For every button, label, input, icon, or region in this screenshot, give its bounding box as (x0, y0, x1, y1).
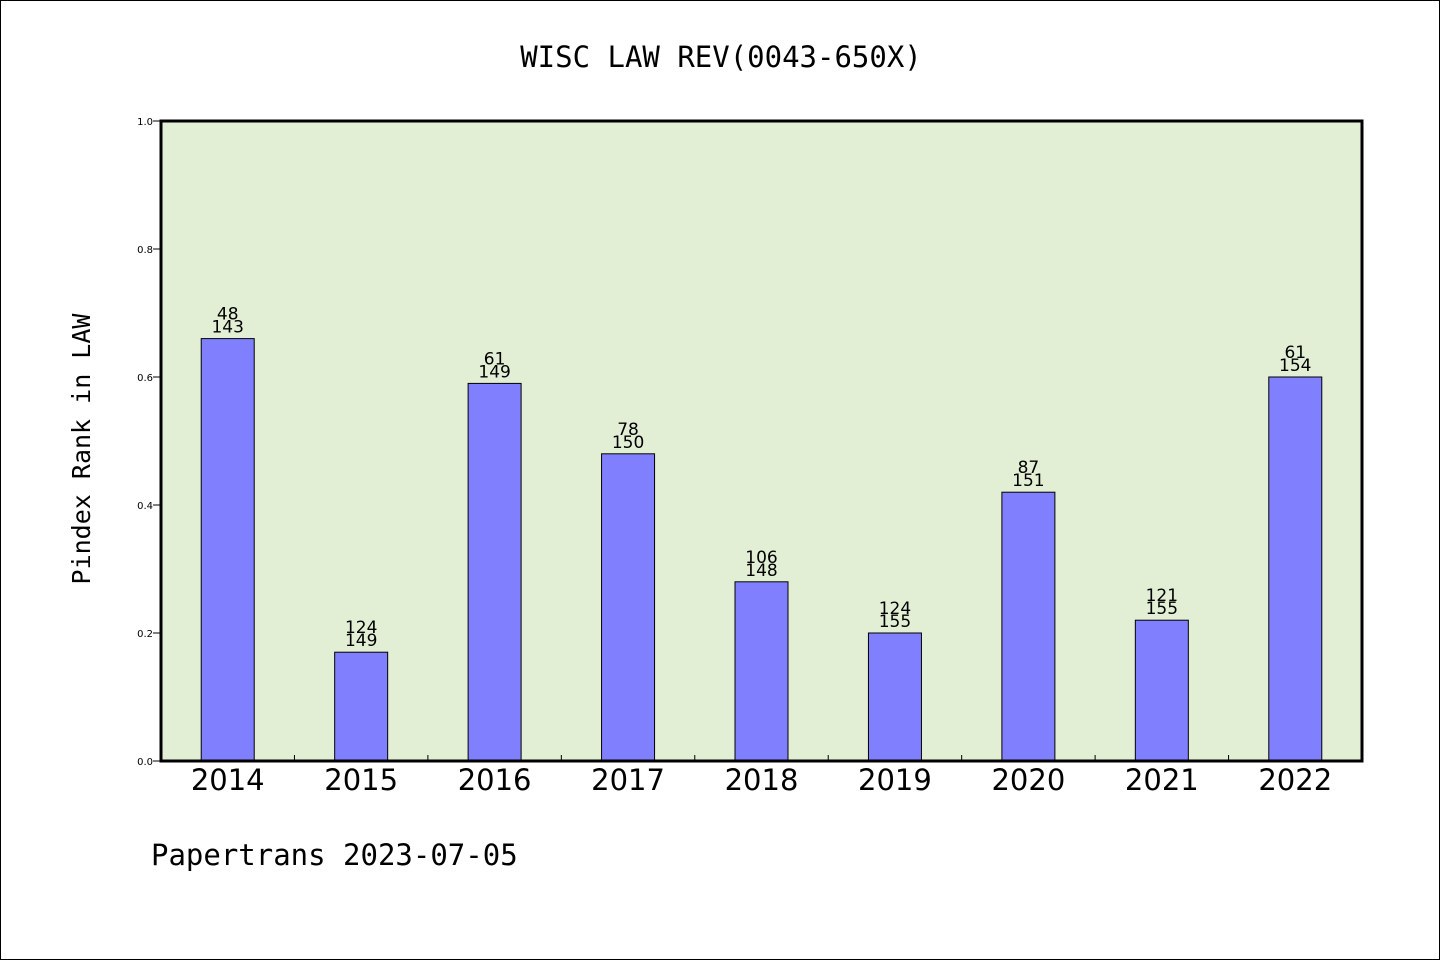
x-tick-label: 2016 (458, 763, 532, 797)
x-tick-label: 2019 (858, 763, 932, 797)
bar-2014 (200, 338, 255, 762)
bar-rank-label: 124 (345, 618, 377, 638)
plot-border (159, 119, 1364, 763)
bar-data-labels: 4814312414961149781501061481241558715112… (211, 305, 1311, 652)
bar-total-label: 149 (478, 362, 510, 382)
x-tick-label: 2017 (591, 763, 665, 797)
y-axis: 0.0 0.2 0.4 0.6 0.8 1.0 (137, 117, 161, 768)
bar-rank-label: 87 (1018, 458, 1040, 478)
bar-total-label: 151 (1012, 471, 1044, 491)
bar-2022 (1268, 376, 1323, 762)
bar-2016 (467, 382, 522, 762)
bar-total-label: 155 (1146, 599, 1178, 619)
bar-total-label: 155 (879, 612, 911, 632)
y-tick-label: 1.0 (137, 117, 153, 128)
bar-rank-label: 48 (217, 305, 239, 325)
bar-2019 (867, 632, 922, 762)
y-axis-label: Pindex Rank in LAW (67, 313, 96, 585)
bar-total-label: 149 (345, 631, 377, 651)
bar-2021 (1134, 619, 1189, 762)
x-tick-label: 2015 (324, 763, 398, 797)
bar-series (200, 338, 1323, 762)
bar-rank-label: 61 (484, 349, 506, 369)
bar-rank-label: 61 (1284, 343, 1306, 363)
y-tick-label: 0.2 (137, 629, 153, 640)
x-tick-label: 2014 (191, 763, 265, 797)
bar-2018 (734, 581, 789, 762)
bar-total-label: 143 (211, 318, 243, 338)
bar-2020 (1001, 491, 1056, 762)
bar-total-label: 148 (745, 561, 777, 581)
x-tick-label: 2021 (1125, 763, 1199, 797)
bar-rank-label: 78 (617, 420, 639, 440)
x-tick-label: 2018 (725, 763, 799, 797)
bar-rank-label: 121 (1146, 586, 1178, 606)
bar-2015 (334, 651, 389, 762)
y-tick-label: 0.6 (137, 373, 153, 384)
bar-rank-label: 106 (745, 548, 777, 568)
y-tick-label: 0.0 (137, 757, 153, 768)
chart-title: WISC LAW REV(0043-650X) (520, 40, 922, 74)
x-tick-label: 2022 (1258, 763, 1332, 797)
bar-2017 (601, 453, 656, 762)
y-tick-label: 0.4 (137, 501, 153, 512)
bar-total-label: 154 (1279, 356, 1311, 376)
x-axis: 2014 2015 2016 2017 2018 2019 2020 2021 2022 (191, 755, 1332, 797)
bar-total-label: 150 (612, 433, 644, 453)
x-tick-label: 2020 (991, 763, 1065, 797)
footer-credit: Papertrans 2023-07-05 (151, 838, 518, 872)
bar-rank-label: 124 (879, 599, 911, 619)
y-tick-label: 0.8 (137, 245, 153, 256)
